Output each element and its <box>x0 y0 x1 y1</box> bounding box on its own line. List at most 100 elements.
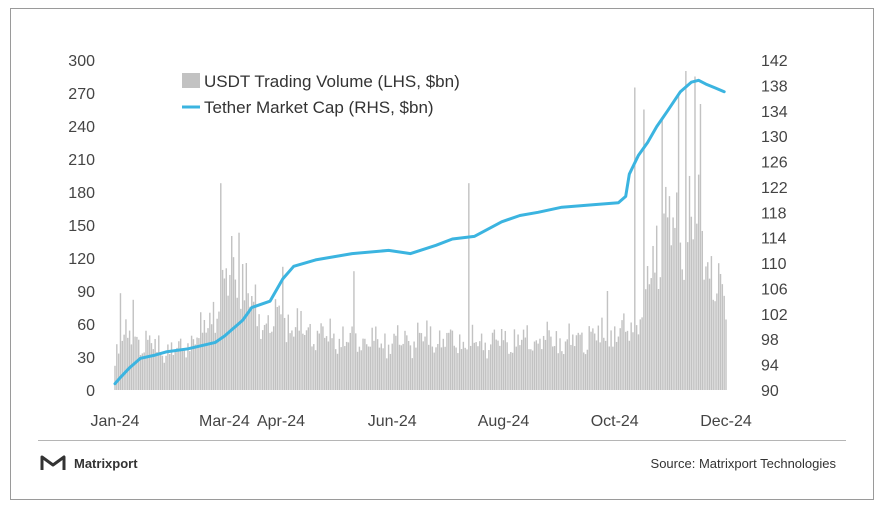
volume-bar <box>409 345 412 390</box>
volume-bar <box>495 339 497 390</box>
volume-bar <box>708 278 711 390</box>
volume-bar <box>404 330 406 390</box>
volume-bar <box>714 301 716 390</box>
volume-bar <box>138 339 140 390</box>
volume-bar <box>345 341 348 390</box>
volume-bar <box>550 336 552 390</box>
left-axis-tick-label: 300 <box>68 53 95 70</box>
legend-label-volume: USDT Trading Volume (LHS, $bn) <box>204 72 460 91</box>
volume-bar <box>699 104 702 390</box>
volume-bar <box>590 331 592 390</box>
volume-bar <box>466 349 468 390</box>
volume-bar <box>367 346 370 390</box>
volume-bar <box>535 340 538 390</box>
volume-bar <box>114 365 116 390</box>
volume-bar <box>468 183 470 390</box>
volume-bar <box>544 339 547 390</box>
volume-bar <box>546 321 548 390</box>
volume-bar <box>486 358 488 390</box>
volume-bar <box>446 332 448 390</box>
volume-bar <box>614 326 616 390</box>
volume-bar <box>685 71 687 390</box>
volume-bar <box>510 352 512 390</box>
volume-bar <box>411 358 413 390</box>
volume-bar <box>418 332 421 390</box>
volume-bar <box>473 342 476 390</box>
volume-bar <box>584 354 587 390</box>
volume-bar <box>196 337 198 390</box>
volume-bar <box>500 329 503 390</box>
volume-bar <box>572 334 574 390</box>
left-axis-tick-label: 270 <box>68 86 95 103</box>
volume-bar <box>269 332 271 390</box>
volume-bar <box>320 323 322 390</box>
volume-bar <box>493 329 496 390</box>
volume-bar <box>628 340 631 390</box>
volume-bar <box>150 343 153 390</box>
volume-bar <box>521 339 523 390</box>
volume-bar <box>479 341 481 390</box>
volume-bar <box>351 326 353 390</box>
volume-bar <box>252 301 255 390</box>
volume-bar <box>278 305 280 390</box>
volume-bar <box>258 314 260 390</box>
volume-bar <box>433 352 435 390</box>
volume-bar <box>338 338 341 390</box>
volume-bar <box>210 324 213 390</box>
volume-bar <box>406 335 408 390</box>
volume-bar <box>349 332 351 390</box>
volume-bar <box>293 336 295 390</box>
right-axis-tick-label: 126 <box>761 155 788 172</box>
volume-bar <box>256 326 258 390</box>
volume-bar <box>415 347 417 390</box>
volume-bar <box>570 344 572 390</box>
volume-bar <box>637 334 640 390</box>
volume-bar <box>455 347 457 390</box>
volume-bar <box>712 299 714 390</box>
volume-bar <box>402 343 404 390</box>
volume-bar <box>619 328 621 390</box>
left-axis-ticks: 0 30 60 90 120 150 180 210 240 270 300 <box>68 53 95 400</box>
x-axis-tick-label: Oct-24 <box>591 413 639 430</box>
volume-bar <box>448 332 450 390</box>
volume-bar <box>189 351 191 390</box>
volume-bar <box>519 345 521 390</box>
volume-bar <box>240 308 242 390</box>
volume-bar <box>190 335 193 390</box>
volume-bar <box>355 333 357 390</box>
volume-bar <box>375 326 377 390</box>
volume-bar <box>475 342 477 390</box>
right-axis-tick-label: 122 <box>761 180 788 197</box>
volume-bar <box>247 293 249 390</box>
volume-bar <box>437 343 439 390</box>
brand-name: Matrixport <box>74 455 138 471</box>
volume-bar <box>683 279 685 390</box>
volume-bar <box>205 332 207 390</box>
volume-bar <box>389 353 392 390</box>
volume-bar <box>325 336 328 390</box>
volume-bar <box>333 333 335 390</box>
volume-bar <box>668 196 671 390</box>
volume-bar <box>513 329 516 390</box>
volume-bar <box>347 342 350 390</box>
volume-bar <box>599 342 601 390</box>
volume-bar <box>502 340 505 390</box>
volume-bar <box>400 345 403 390</box>
volume-bar <box>356 351 359 390</box>
volume-bar <box>490 344 492 390</box>
volume-bar <box>172 354 175 390</box>
volume-bar <box>187 343 189 390</box>
volume-bar <box>136 336 138 390</box>
volume-bar <box>267 315 269 390</box>
volume-bar <box>504 330 507 390</box>
volume-bar <box>650 278 652 390</box>
volume-bar <box>274 299 277 390</box>
volume-bar <box>477 346 479 390</box>
matrixport-logo-icon <box>40 455 66 470</box>
volume-bar <box>382 348 384 390</box>
volume-bar <box>524 337 527 390</box>
volume-bar <box>203 320 206 390</box>
volume-bar <box>471 324 474 390</box>
right-axis-ticks: 90 94 98 102 106 110 114 118 122 126 130 134 138 142 <box>761 53 788 400</box>
